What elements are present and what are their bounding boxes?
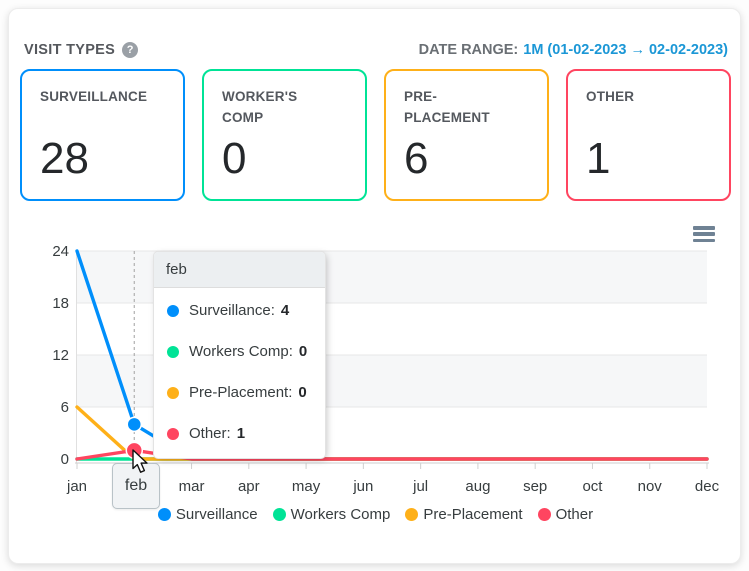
svg-text:dec: dec: [695, 478, 720, 495]
svg-text:12: 12: [52, 347, 69, 364]
card-label: WORKER'S COMP: [222, 89, 298, 125]
card-value: 6: [404, 134, 429, 183]
date-range-value[interactable]: 1M (01-02-2023 → 02-02-2023): [523, 42, 728, 58]
panel-header: VISIT TYPES ? DATE RANGE: 1M (01-02-2023 …: [24, 39, 728, 61]
svg-text:nov: nov: [638, 478, 663, 495]
card-value: 28: [40, 134, 89, 183]
series-dot-icon: [157, 508, 171, 521]
svg-text:6: 6: [61, 399, 69, 416]
legend-item-surveillance[interactable]: Surveillance: [157, 506, 258, 523]
tooltip-row: Other: 1: [154, 413, 325, 454]
tooltip-row: Pre-Placement: 0: [154, 372, 325, 413]
chart-tooltip: feb Surveillance: 4 Workers Comp: 0 Pre-…: [153, 251, 326, 459]
date-range: DATE RANGE: 1M (01-02-2023 → 02-02-2023): [419, 42, 728, 58]
legend-item-pre-placement[interactable]: Pre-Placement: [405, 506, 523, 523]
series-dot-icon: [272, 508, 286, 521]
mouse-cursor-icon: [132, 449, 148, 473]
legend-item-workers-comp[interactable]: Workers Comp: [272, 506, 390, 523]
chart-legend: Surveillance Workers Comp Pre-Placement …: [9, 506, 742, 523]
svg-text:apr: apr: [238, 478, 260, 495]
svg-text:18: 18: [52, 295, 69, 312]
svg-text:jun: jun: [352, 478, 373, 495]
tooltip-title: feb: [154, 252, 325, 288]
date-range-label: DATE RANGE:: [418, 42, 519, 58]
series-dot-icon: [167, 304, 179, 317]
series-dot-icon: [167, 386, 179, 399]
legend-item-other[interactable]: Other: [537, 506, 593, 523]
svg-text:24: 24: [52, 243, 69, 260]
svg-text:may: may: [292, 478, 321, 495]
summary-cards: SURVEILLANCE 28 WORKER'S COMP 0 PRE-PLAC…: [20, 69, 731, 201]
card-value: 0: [222, 134, 247, 183]
card-label: SURVEILLANCE: [40, 89, 148, 104]
hamburger-menu-icon[interactable]: [693, 225, 715, 243]
card-surveillance: SURVEILLANCE 28: [20, 69, 185, 201]
card-label: OTHER: [586, 89, 635, 104]
svg-text:sep: sep: [523, 478, 547, 495]
page-title: VISIT TYPES: [24, 42, 116, 58]
card-pre-placement: PRE-PLACEMENT 6: [384, 69, 549, 201]
question-mark-circle-icon[interactable]: ?: [122, 42, 139, 58]
card-other: OTHER 1: [566, 69, 731, 201]
svg-text:jul: jul: [412, 478, 428, 495]
tooltip-row: Workers Comp: 0: [154, 331, 325, 372]
series-dot-icon: [167, 345, 179, 358]
card-value: 1: [586, 134, 611, 183]
xaxis-hover-tooltip: feb: [112, 463, 160, 509]
series-dot-icon: [167, 427, 179, 440]
series-dot-icon: [405, 508, 419, 521]
card-label: PRE-PLACEMENT: [404, 89, 490, 125]
tooltip-row: Surveillance: 4: [154, 290, 325, 331]
series-dot-icon: [537, 508, 551, 521]
svg-text:jan: jan: [66, 478, 87, 495]
svg-text:mar: mar: [179, 478, 205, 495]
visit-types-panel: VISIT TYPES ? DATE RANGE: 1M (01-02-2023 …: [8, 8, 741, 564]
svg-text:oct: oct: [582, 478, 603, 495]
svg-text:0: 0: [61, 451, 69, 468]
card-workers-comp: WORKER'S COMP 0: [202, 69, 367, 201]
svg-text:aug: aug: [465, 478, 490, 495]
